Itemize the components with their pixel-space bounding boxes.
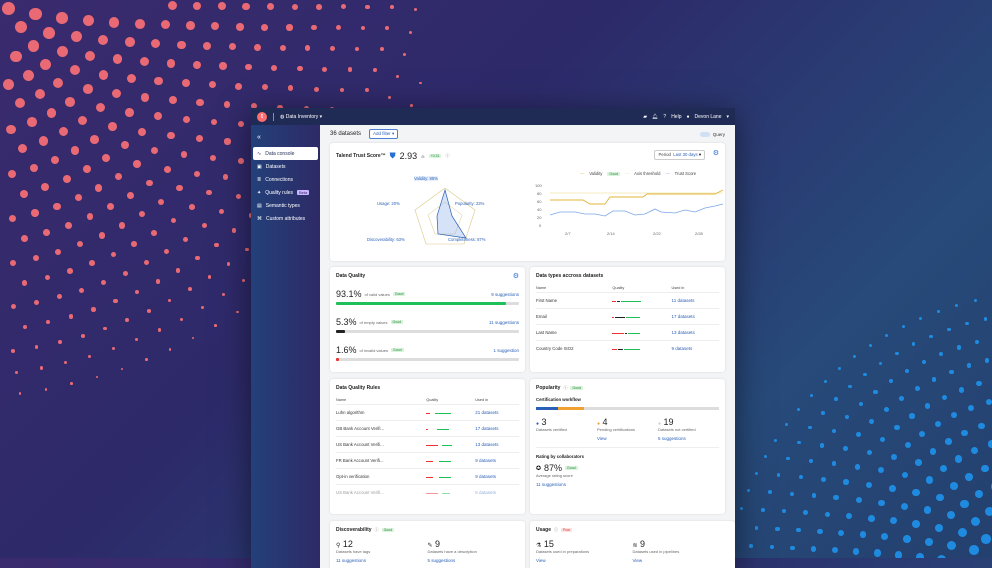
usage-card: Usage ⓘ Poor ⚗ 15 Datasets used in preparat… xyxy=(530,521,735,568)
quality-row-valid: 93.1% of valid values Good 9 suggestions xyxy=(336,289,519,305)
certification-bar xyxy=(536,407,719,410)
pencil-icon: ✎ xyxy=(427,543,433,549)
data-quality-card: Data Quality ⚙ 93.1% of valid values Good 9… xyxy=(330,267,525,372)
period-select[interactable]: Period Last 30 days ▾ xyxy=(654,150,705,160)
semantic-icon: ▤ xyxy=(257,202,262,209)
svg-text:80: 80 xyxy=(537,191,542,196)
table-row: Country Code ISO2 9 datasets xyxy=(536,340,719,356)
main-content: 36 datasets Add filter ▾ Query Talend Tr… xyxy=(320,125,735,568)
sidebar-item-semantic-types[interactable]: ▤ Semantic types xyxy=(257,202,300,209)
quality-row-invalid: 1.6% of invalid values Good 1 suggestion xyxy=(336,345,519,361)
table-row: US Bank Account Verifi... 5 datasets xyxy=(336,484,519,500)
chart-legend: — Validity Good — Axis threshold — Trust Sco… xyxy=(580,171,697,176)
radar-chart xyxy=(414,187,476,245)
sidebar: « ∿ Data console ▣ Datasets ≣ Connections ✦… xyxy=(251,125,320,568)
trust-score-title: Talend Trust Score™ xyxy=(336,153,386,159)
svg-text:60: 60 xyxy=(537,199,542,204)
data-types-card: Data types accross datasets Name Quality U… xyxy=(530,267,725,372)
help-link[interactable]: Help xyxy=(671,113,682,120)
settings-gear-icon[interactable]: ⚙ xyxy=(712,150,719,157)
datasets-icon: ▣ xyxy=(257,163,262,170)
database-icon: ≣ xyxy=(257,176,262,183)
trust-line-chart: 100 80 60 40 20 0 2/7 2/14 2/22 2/28 xyxy=(535,183,724,236)
sidebar-item-quality-rules[interactable]: ✦ Quality rules Beta xyxy=(257,189,310,196)
tag-icon: ⌘ xyxy=(257,215,262,222)
table-row: First Name 11 datasets xyxy=(536,292,719,309)
table-row: US Bank Account Verifi... 13 datasets xyxy=(336,436,519,453)
table-row: Opt-in verification 9 datasets xyxy=(336,468,519,485)
dataset-count: 36 datasets xyxy=(330,131,362,137)
settings-gear-icon[interactable]: ⚙ xyxy=(512,273,519,280)
trust-score-card: Talend Trust Score™ ⛊ 2.93/5 +0.31 ⓘ Per… xyxy=(330,143,725,261)
sidebar-item-data-console[interactable]: ∿ Data console xyxy=(253,147,318,160)
rules-icon: ✦ xyxy=(257,189,262,196)
quality-rules-card: Data Quality Rules Name Quality Used in Lu… xyxy=(330,379,525,514)
info-icon[interactable]: ⓘ xyxy=(445,153,450,158)
trust-score-value: 2.93 xyxy=(399,151,418,161)
sidebar-item-custom-attributes[interactable]: ⌘ Custom attributes xyxy=(257,215,306,222)
svg-text:20: 20 xyxy=(537,215,542,220)
sidebar-item-connections[interactable]: ≣ Connections xyxy=(257,176,293,183)
discoverability-card: Discoverability ⓘ Good ⚲ 12 Datasets have t… xyxy=(330,521,525,568)
top-bar: t ◍ Data Inventory ▾ ▰ 🔔︎ ? Help ● Devon… xyxy=(251,108,735,125)
user-avatar-icon: ● xyxy=(686,113,690,120)
svg-text:0: 0 xyxy=(539,223,542,228)
table-row: Luhn algorithm 21 datasets xyxy=(336,404,519,421)
bell-icon[interactable]: 🔔︎ xyxy=(652,113,659,120)
user-menu[interactable]: Devon Lane xyxy=(694,113,722,120)
svg-text:2/28: 2/28 xyxy=(695,231,704,236)
globe-icon: ◍ xyxy=(280,113,285,120)
chat-icon[interactable]: ▰ xyxy=(643,113,648,120)
workspace-selector[interactable]: Data Inventory xyxy=(285,113,319,120)
table-row: Last Name 13 datasets xyxy=(536,324,719,341)
svg-text:2/22: 2/22 xyxy=(653,231,662,236)
svg-text:2/14: 2/14 xyxy=(607,231,616,236)
tag-icon: ⚲ xyxy=(336,543,341,549)
preparation-icon: ⚗ xyxy=(536,543,542,549)
svg-text:40: 40 xyxy=(537,207,542,212)
app-window: t ◍ Data Inventory ▾ ▰ 🔔︎ ? Help ● Devon… xyxy=(251,108,735,568)
table-row: Email 17 datasets xyxy=(536,308,719,325)
beta-badge: Beta xyxy=(297,190,310,195)
sidebar-item-datasets[interactable]: ▣ Datasets xyxy=(257,163,286,170)
collapse-sidebar-button[interactable]: « xyxy=(257,134,261,141)
app-logo[interactable]: t xyxy=(257,111,267,122)
svg-text:100: 100 xyxy=(535,183,542,188)
popularity-card: Popularity ⓘ Good Certification workflow ●… xyxy=(530,379,725,514)
shield-check-icon: ⛊ xyxy=(389,151,396,160)
svg-text:2/7: 2/7 xyxy=(565,231,571,236)
trust-delta: +0.31 xyxy=(428,154,442,158)
table-row: FR Bank Account Verifi... 9 datasets xyxy=(336,452,519,469)
table-row: GB Bank Account Verifi... 17 datasets xyxy=(336,420,519,437)
pipeline-icon: ≋ xyxy=(632,543,638,549)
add-filter-button[interactable]: Add filter ▾ xyxy=(369,129,399,139)
activity-icon: ∿ xyxy=(257,150,262,157)
query-toggle[interactable]: Query xyxy=(699,131,725,137)
quality-row-empty: 5.3% of empty values Good 11 suggestions xyxy=(336,317,519,333)
star-icon: ✪ xyxy=(536,465,542,472)
help-icon[interactable]: ? xyxy=(663,113,667,120)
